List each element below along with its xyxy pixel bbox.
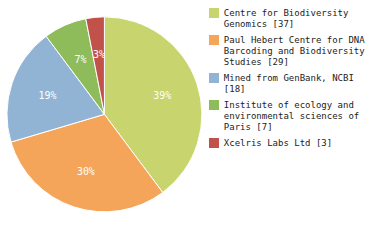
svg-text:7%: 7%: [74, 54, 86, 65]
svg-text:19%: 19%: [39, 90, 57, 101]
html-text:Xcelris Labs Ltd [3]: Xcelris Labs Ltd [3]: [223, 138, 333, 148]
html-text:Centre for Biodiversity Genomi: Centre for Biodiversity Genomics [37]: [223, 8, 349, 29]
svg-text:3%: 3%: [93, 49, 105, 60]
svg-text:30%: 30%: [77, 166, 95, 177]
html-text:Paul Hebert Centre for DNA Bar: Paul Hebert Centre for DNA Barcoding and…: [223, 35, 365, 67]
html-text:Institute of ecology and envir: Institute of ecology and environmental s…: [223, 100, 360, 132]
html-text:Mined from GenBank, NCBI [18]: Mined from GenBank, NCBI [18]: [223, 73, 354, 94]
svg-text:39%: 39%: [153, 90, 171, 101]
